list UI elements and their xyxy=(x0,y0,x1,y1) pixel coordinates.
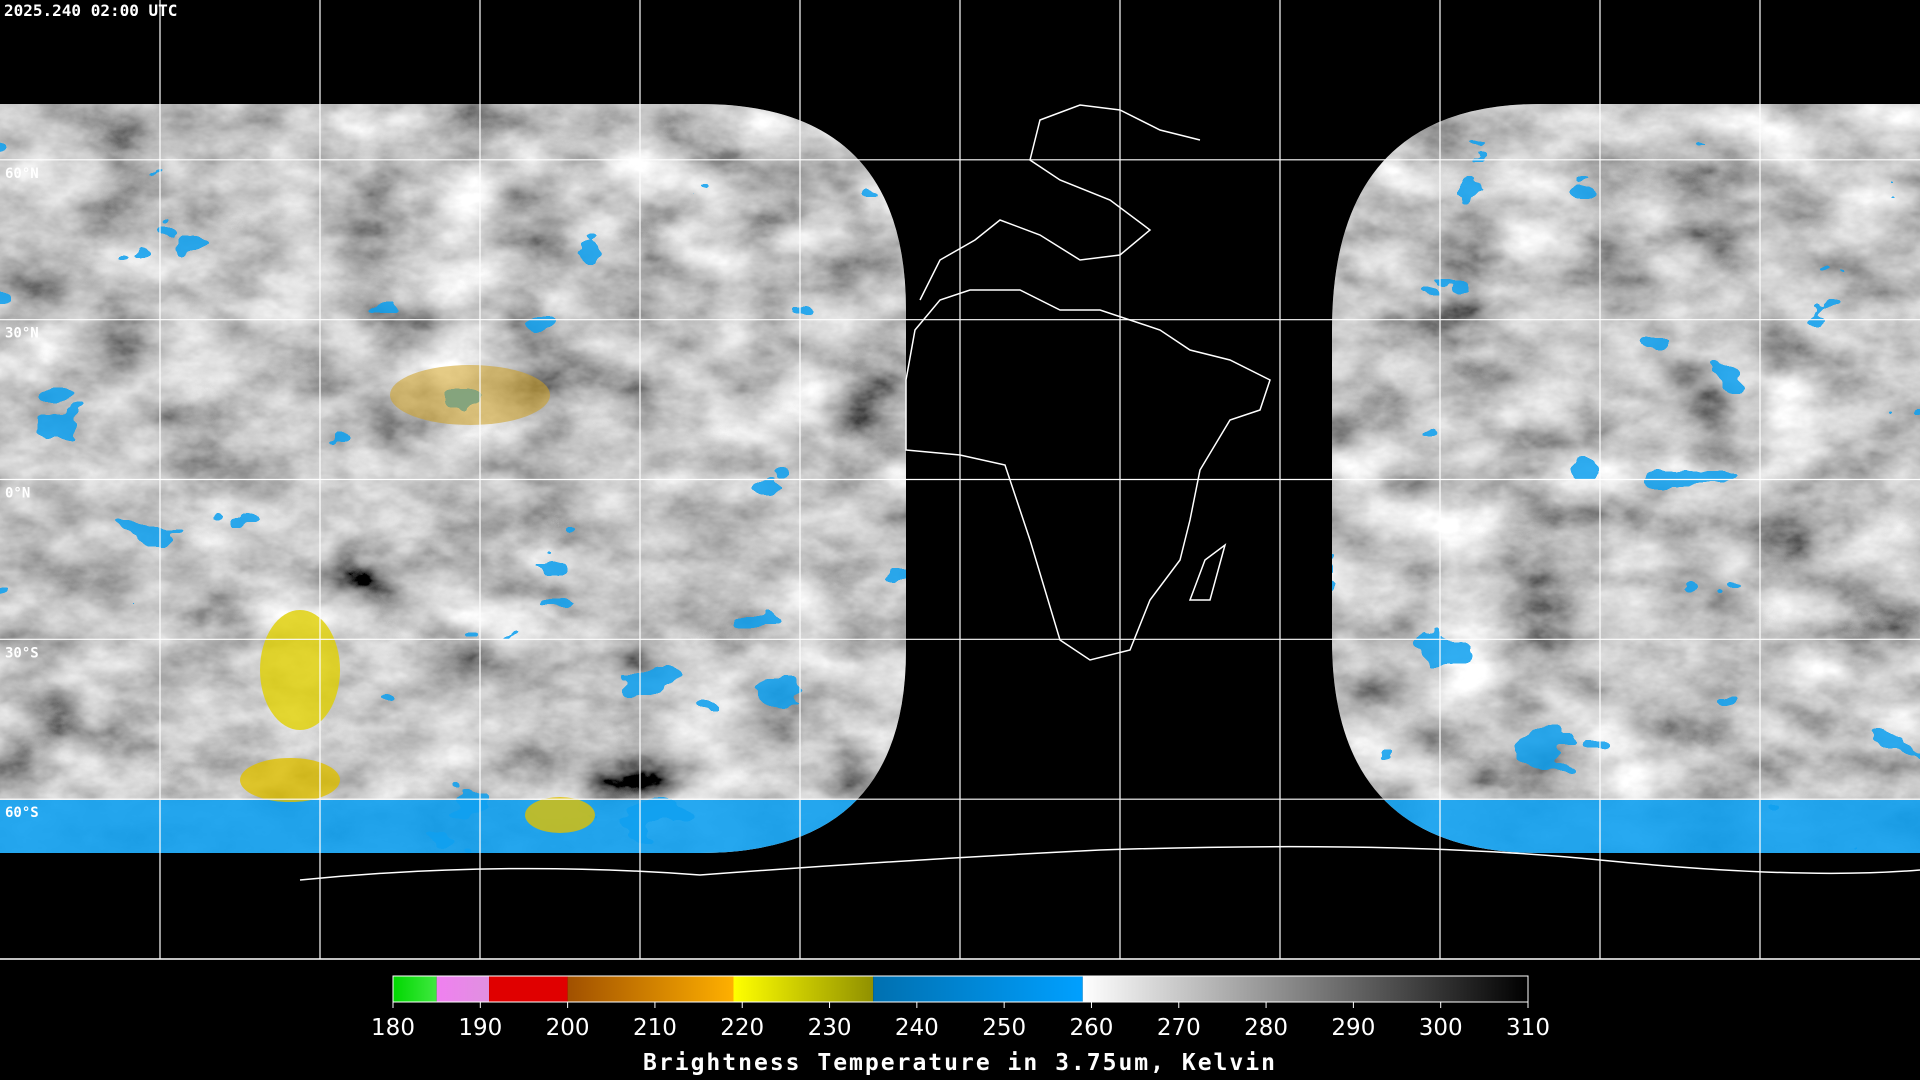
colorbar-tick-label: 280 xyxy=(1244,1015,1288,1041)
colorbar-tick-label: 180 xyxy=(371,1015,415,1041)
colorbar-segment xyxy=(1082,976,1528,1002)
latitude-label: 60°N xyxy=(5,166,39,182)
cold-cell xyxy=(390,365,550,425)
colorbar-tick-label: 250 xyxy=(982,1015,1026,1041)
colorbar-tick-label: 240 xyxy=(895,1015,939,1041)
latitude-label: 0°N xyxy=(5,486,30,502)
colorbar-tick-label: 220 xyxy=(720,1015,764,1041)
cold-cell xyxy=(525,797,595,833)
colorbar-tick-label: 260 xyxy=(1070,1015,1114,1041)
colorbar-tick-label: 300 xyxy=(1419,1015,1463,1041)
cold-cell xyxy=(260,610,340,730)
colorbar-tick-label: 210 xyxy=(633,1015,677,1041)
latitude-label: 30°N xyxy=(5,326,39,342)
colorbar-tick-label: 310 xyxy=(1506,1015,1550,1041)
coastlines xyxy=(299,104,1920,881)
colorbar-segment xyxy=(567,976,734,1002)
colorbar-segment xyxy=(733,976,874,1002)
colorbar: 180 190 200 210 220 230 240 250 260 270 280 290 300 3… xyxy=(371,975,1550,1041)
colorbar-tick-label: 190 xyxy=(458,1015,502,1041)
colorbar-tick-label: 230 xyxy=(808,1015,852,1041)
colorbar-frame xyxy=(392,975,1529,1003)
colorbar-segment xyxy=(393,976,437,1002)
cold-cell xyxy=(240,758,340,802)
colorbar-label: Brightness Temperature in 3.75um, Kelvin xyxy=(643,1050,1277,1076)
timestamp: 2025.240 02:00 UTC xyxy=(4,1,177,20)
colorbar-segment xyxy=(489,976,568,1002)
colorbar-segment xyxy=(436,976,490,1002)
latitude-label: 30°S xyxy=(5,645,39,661)
colorbar-tick-label: 200 xyxy=(546,1015,590,1041)
graticule: 60°N 30°N 0°N 30°S 60°S xyxy=(0,0,1920,960)
colorbar-segment xyxy=(873,976,1083,1002)
latitude-label: 60°S xyxy=(5,805,39,821)
colorbar-tick-label: 270 xyxy=(1157,1015,1201,1041)
colorbar-tick-label: 290 xyxy=(1331,1015,1375,1041)
